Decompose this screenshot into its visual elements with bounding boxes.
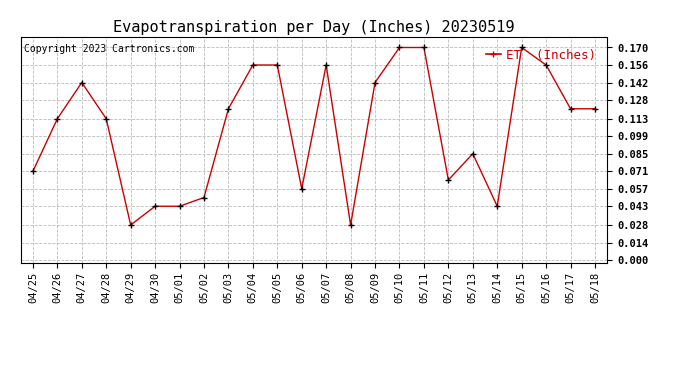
Legend: ET  (Inches): ET (Inches)	[481, 44, 601, 67]
Text: Copyright 2023 Cartronics.com: Copyright 2023 Cartronics.com	[23, 44, 194, 54]
Title: Evapotranspiration per Day (Inches) 20230519: Evapotranspiration per Day (Inches) 2023…	[113, 20, 515, 35]
